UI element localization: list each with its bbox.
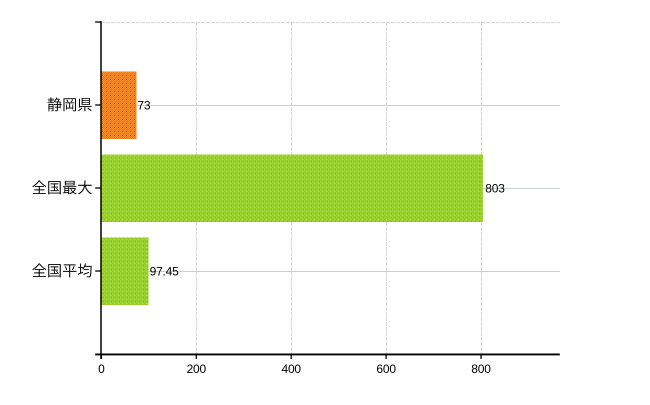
svg-text:200: 200: [187, 362, 207, 376]
svg-text:97.45: 97.45: [150, 265, 180, 279]
svg-text:400: 400: [281, 362, 301, 376]
svg-text:803: 803: [485, 182, 505, 196]
svg-text:0: 0: [98, 362, 105, 376]
svg-text:600: 600: [376, 362, 396, 376]
svg-text:73: 73: [137, 99, 150, 113]
svg-text:800: 800: [471, 362, 491, 376]
